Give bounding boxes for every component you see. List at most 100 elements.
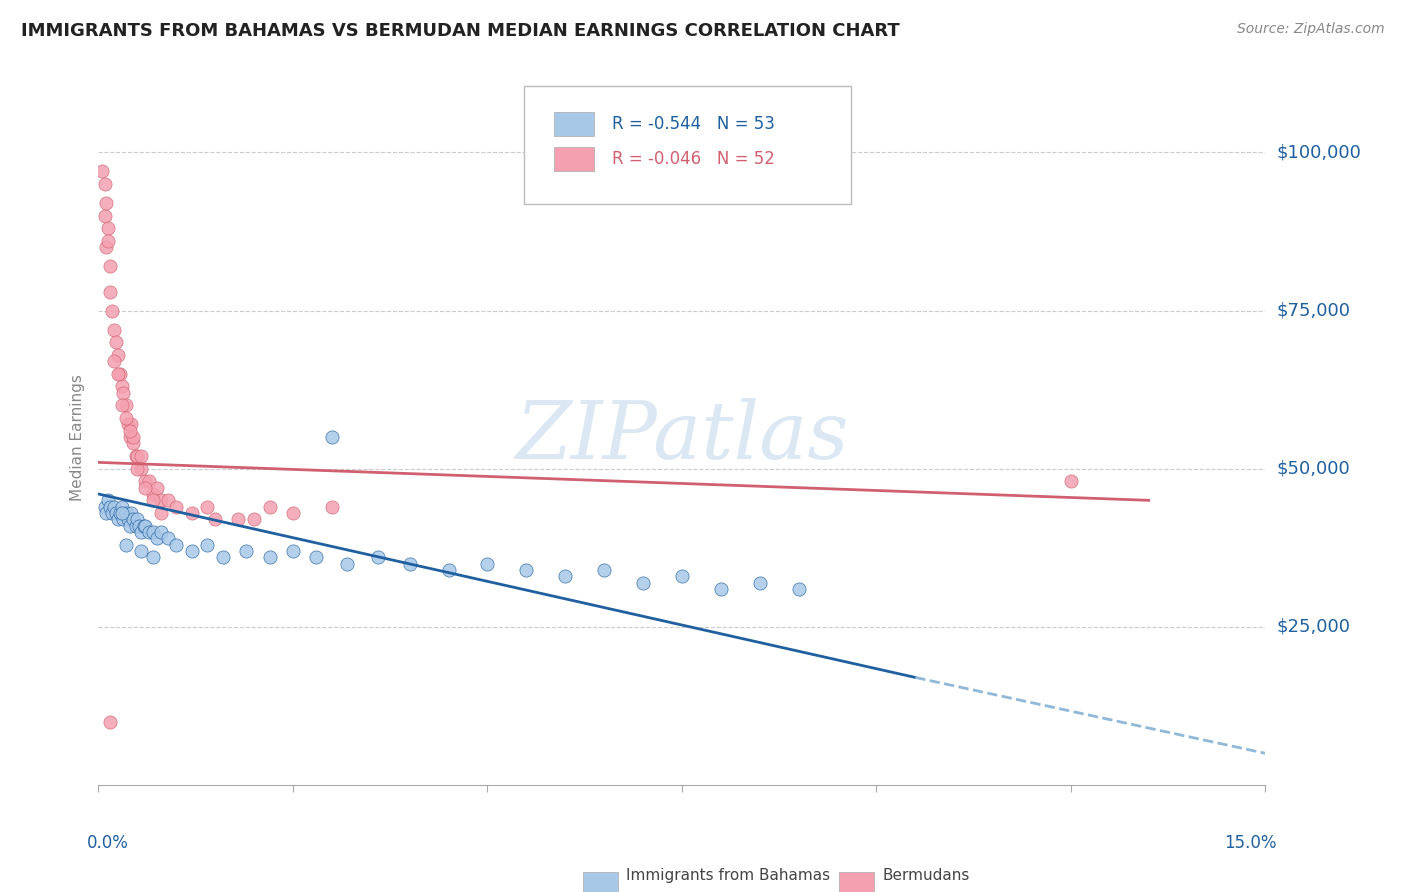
Point [149, 493, 172, 508]
Point [259, 500, 281, 514]
Point [93, 177, 115, 191]
Text: R = -0.046   N = 52: R = -0.046 N = 52 [612, 150, 775, 168]
Point [554, 569, 576, 583]
Point [710, 582, 733, 596]
Point [787, 582, 810, 596]
Point [120, 506, 142, 520]
Point [127, 461, 149, 475]
Point [111, 500, 134, 514]
Point [107, 348, 129, 362]
FancyBboxPatch shape [554, 112, 595, 136]
Point [142, 550, 165, 565]
Text: $50,000: $50,000 [1277, 459, 1350, 478]
Point [114, 506, 136, 520]
Text: R = -0.544   N = 53: R = -0.544 N = 53 [612, 115, 775, 133]
Point [97, 493, 120, 508]
Point [128, 518, 150, 533]
Point [398, 557, 420, 571]
Point [235, 544, 257, 558]
Text: IMMIGRANTS FROM BAHAMAS VS BERMUDAN MEDIAN EARNINGS CORRELATION CHART: IMMIGRANTS FROM BAHAMAS VS BERMUDAN MEDI… [21, 22, 900, 40]
Point [129, 449, 152, 463]
Point [243, 512, 266, 526]
Point [180, 544, 202, 558]
Point [103, 354, 125, 368]
Text: $25,000: $25,000 [1277, 618, 1351, 636]
Point [104, 335, 127, 350]
Point [138, 524, 160, 539]
Point [157, 531, 180, 545]
Text: $75,000: $75,000 [1277, 301, 1351, 319]
Point [228, 512, 250, 526]
Point [132, 518, 155, 533]
Point [281, 544, 304, 558]
Point [305, 550, 328, 565]
Text: Immigrants from Bahamas: Immigrants from Bahamas [626, 868, 830, 883]
Point [142, 487, 165, 501]
Point [98, 714, 121, 729]
Point [111, 506, 134, 520]
Point [122, 436, 145, 450]
Point [111, 399, 134, 413]
Point [180, 506, 202, 520]
Point [122, 430, 145, 444]
Text: $100,000: $100,000 [1277, 144, 1361, 161]
Point [134, 475, 156, 489]
Point [118, 430, 141, 444]
Point [671, 569, 693, 583]
Point [120, 417, 142, 432]
Point [114, 411, 136, 425]
Point [321, 430, 343, 444]
Point [96, 506, 118, 520]
Point [127, 449, 149, 463]
Point [118, 424, 141, 438]
FancyBboxPatch shape [839, 872, 875, 892]
Point [165, 500, 187, 514]
Point [114, 399, 136, 413]
Y-axis label: Median Earnings: Median Earnings [70, 374, 86, 500]
Point [114, 538, 136, 552]
Point [97, 234, 120, 248]
Point [134, 481, 156, 495]
Point [321, 500, 343, 514]
Point [593, 563, 616, 577]
Point [138, 475, 160, 489]
Point [117, 512, 139, 526]
Text: Bermudans: Bermudans [883, 868, 970, 883]
Point [122, 512, 145, 526]
Point [117, 417, 139, 432]
Point [104, 506, 127, 520]
FancyBboxPatch shape [524, 86, 851, 204]
Point [146, 531, 169, 545]
Point [125, 518, 148, 533]
Point [149, 524, 172, 539]
Text: Source: ZipAtlas.com: Source: ZipAtlas.com [1237, 22, 1385, 37]
Point [129, 544, 152, 558]
Point [336, 557, 359, 571]
Point [204, 512, 226, 526]
Point [98, 285, 121, 299]
Point [101, 303, 124, 318]
Point [118, 518, 141, 533]
Point [195, 538, 218, 552]
Point [281, 506, 304, 520]
Text: 0.0%: 0.0% [87, 834, 128, 852]
Point [165, 538, 187, 552]
Point [157, 493, 180, 508]
Point [108, 506, 131, 520]
Point [142, 524, 165, 539]
Point [97, 221, 120, 235]
Point [111, 379, 134, 393]
Point [103, 500, 125, 514]
Point [112, 385, 135, 400]
Point [195, 500, 218, 514]
Point [125, 449, 148, 463]
Point [631, 575, 654, 590]
Point [112, 512, 135, 526]
Point [129, 461, 152, 475]
Point [146, 481, 169, 495]
Point [1060, 475, 1083, 489]
Point [134, 518, 156, 533]
Point [259, 550, 281, 565]
Point [96, 196, 118, 211]
Point [93, 500, 115, 514]
